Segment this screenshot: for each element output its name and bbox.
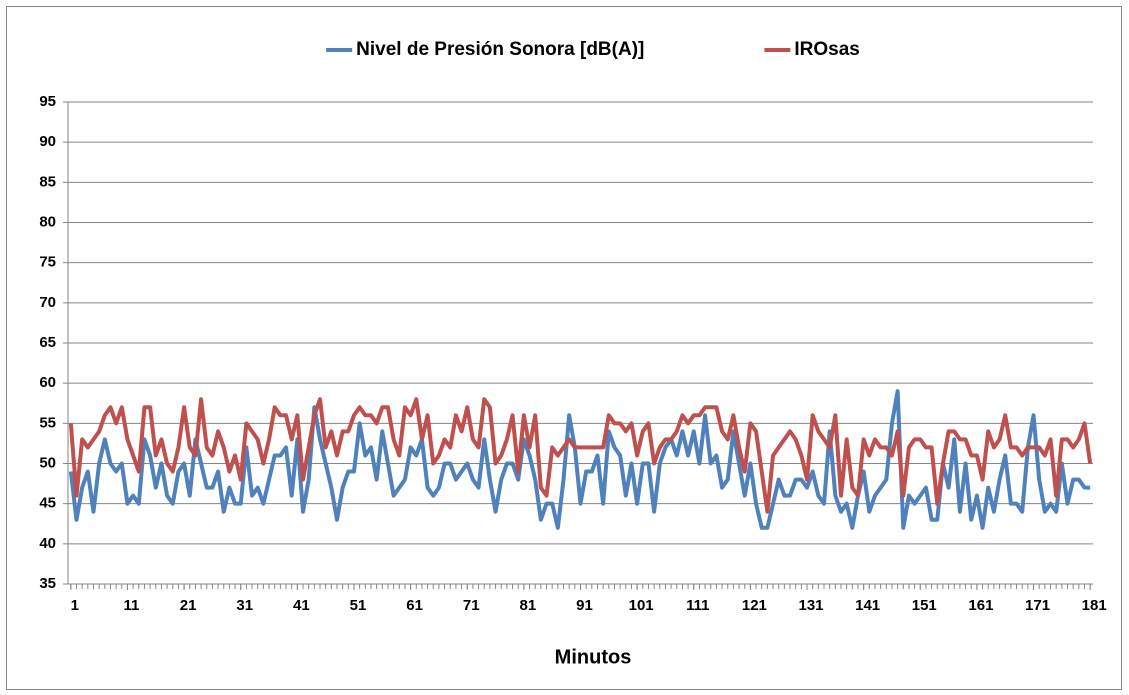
y-tick-label: 75	[39, 254, 56, 271]
y-tick-label: 85	[39, 173, 56, 190]
y-tick-label: 55	[39, 414, 56, 431]
x-tick-label: 51	[350, 597, 367, 614]
x-tick-label: 181	[1082, 597, 1107, 614]
y-tick-label: 95	[39, 93, 56, 110]
line-series	[68, 397, 1093, 514]
x-tick-label: 141	[855, 597, 880, 614]
x-tick-label: 81	[520, 597, 537, 614]
x-tick-label: 41	[293, 597, 310, 614]
y-tick-label: 40	[39, 535, 56, 552]
y-tick-label: 90	[39, 133, 56, 150]
x-tick-label: 91	[576, 597, 593, 614]
y-tick-label: 35	[39, 575, 56, 592]
x-tick-label: 61	[406, 597, 423, 614]
x-tick-label: 71	[463, 597, 480, 614]
x-tick-label: 121	[742, 597, 767, 614]
y-tick-label: 50	[39, 454, 56, 471]
x-tick-label: 151	[912, 597, 937, 614]
y-tick-label: 45	[39, 495, 56, 512]
chart-border	[6, 6, 1122, 690]
line-series	[68, 389, 1091, 530]
x-tick-label: 131	[799, 597, 824, 614]
legend-label: Nivel de Presión Sonora [dB(A)]	[356, 39, 644, 60]
x-tick-label: 111	[686, 597, 709, 614]
x-tick-label: 1	[71, 597, 79, 614]
y-tick-label: 70	[39, 294, 56, 311]
y-tick-label: 65	[39, 334, 56, 351]
x-tick-label: 31	[236, 597, 253, 614]
y-tick-label: 60	[39, 374, 56, 391]
x-tick-label: 21	[180, 597, 197, 614]
x-tick-label: 161	[968, 597, 993, 614]
x-tick-label: 101	[629, 597, 654, 614]
legend-label: IROsas	[794, 39, 859, 60]
y-tick-label: 80	[39, 213, 56, 230]
x-axis-title: Minutos	[555, 646, 632, 668]
x-tick-label: 11	[124, 597, 140, 614]
x-tick-label: 171	[1025, 597, 1050, 614]
